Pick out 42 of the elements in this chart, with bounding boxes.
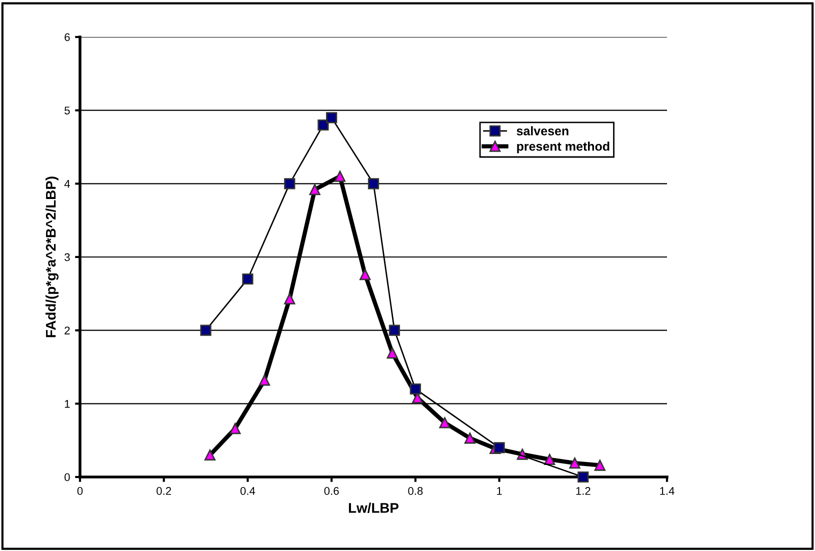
point	[326, 112, 338, 124]
y-tick-label: 5	[64, 106, 70, 114]
point	[368, 178, 380, 190]
x-tick-label: 0	[77, 487, 83, 495]
point	[284, 293, 296, 304]
x-tick-label: 0.2	[156, 487, 172, 495]
legend-label: salvesen	[516, 126, 568, 136]
x-tick-label: 1.2	[576, 487, 590, 495]
x-tick-label: 0.6	[324, 487, 339, 495]
point	[230, 423, 241, 434]
point	[318, 119, 329, 131]
point	[569, 458, 580, 469]
point	[200, 324, 212, 336]
point	[388, 324, 400, 336]
y-tick-label: 4	[64, 180, 70, 188]
point	[439, 417, 450, 428]
y-tick-label: 1	[64, 400, 70, 408]
point	[334, 170, 346, 182]
point	[594, 460, 606, 471]
legend-label: present method	[517, 142, 610, 154]
y-axis-title: FAdd/(p*g*a^2*B^2/LBP)	[46, 176, 59, 338]
x-tick-label: 0.8	[408, 487, 423, 495]
point	[544, 454, 556, 465]
point	[284, 178, 296, 190]
point	[360, 269, 371, 280]
x-tick-label: 0.4	[240, 487, 256, 495]
point	[578, 471, 589, 483]
point	[386, 348, 398, 359]
point	[410, 383, 421, 395]
point	[204, 449, 216, 461]
x-tick-label: 1.4	[660, 487, 674, 495]
y-tick-label: 6	[64, 33, 70, 42]
x-tick-label: 1	[497, 487, 502, 495]
point	[309, 184, 320, 196]
y-tick-label: 2	[64, 326, 70, 334]
point	[494, 442, 505, 454]
y-tick-label: 3	[64, 253, 70, 262]
point	[258, 374, 270, 386]
y-tick-label: 0	[64, 473, 70, 482]
point	[242, 273, 254, 285]
point	[464, 432, 476, 444]
x-axis-title: Lw/LBP	[348, 502, 398, 513]
